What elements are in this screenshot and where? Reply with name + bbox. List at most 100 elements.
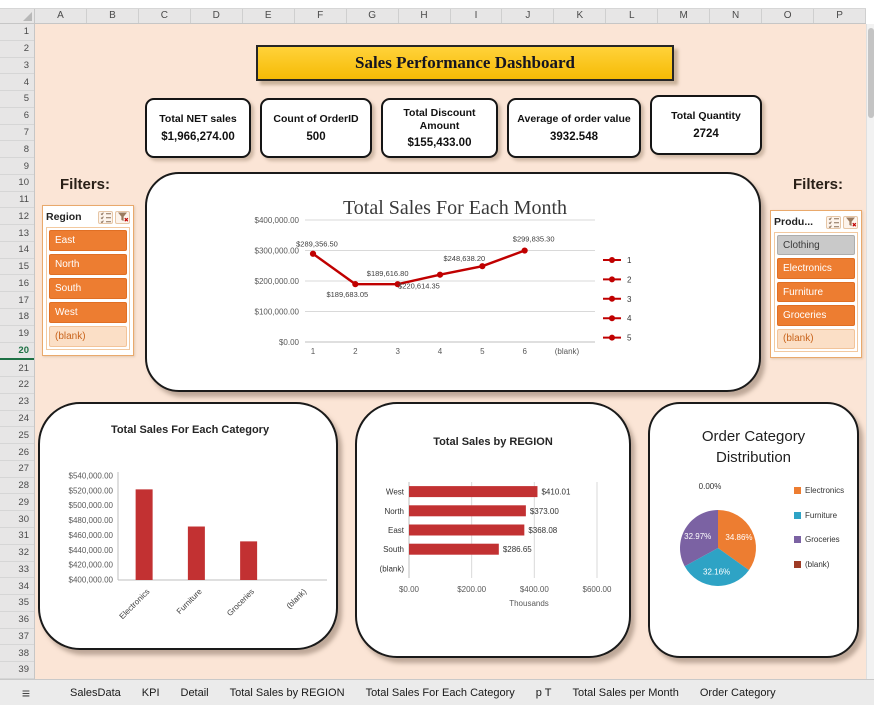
column-header-J[interactable]: J: [502, 9, 555, 23]
row-header-11[interactable]: 11: [0, 192, 34, 209]
column-header-P[interactable]: P: [814, 9, 866, 23]
legend-swatch: [794, 560, 801, 568]
row-header-20[interactable]: 20: [0, 343, 34, 361]
sheet-tab-total-sales-for-each-category[interactable]: Total Sales For Each Category: [365, 686, 515, 699]
row-header-18[interactable]: 18: [0, 309, 34, 326]
region-bar-chart-card[interactable]: Total Sales by REGION $0.00 $200.00 $400.00…: [355, 402, 631, 658]
kpi-card-total-quantity: Total Quantity 2724: [650, 95, 762, 155]
svg-text:$299,835.30: $299,835.30: [513, 235, 555, 244]
row-header-2[interactable]: 2: [0, 41, 34, 58]
multi-select-icon: [828, 217, 839, 228]
clear-filter-button[interactable]: [115, 210, 130, 224]
column-header-F[interactable]: F: [295, 9, 347, 23]
scrollbar-thumb[interactable]: [868, 28, 874, 118]
svg-text:0.00%: 0.00%: [699, 482, 722, 491]
column-header-K[interactable]: K: [554, 9, 607, 23]
column-header-I[interactable]: I: [451, 9, 503, 23]
row-header-22[interactable]: 22: [0, 377, 34, 394]
row-header-30[interactable]: 30: [0, 511, 34, 528]
sheet-tab-kpi[interactable]: KPI: [141, 686, 160, 699]
row-header-29[interactable]: 29: [0, 494, 34, 512]
row-header-4[interactable]: 4: [0, 74, 34, 92]
row-header-25[interactable]: 25: [0, 427, 34, 445]
hamburger-menu-icon[interactable]: ≡: [21, 684, 31, 701]
row-header-13[interactable]: 13: [0, 225, 34, 242]
pie-chart-card[interactable]: Order Category Distribution 34.86% 32.16%…: [648, 402, 859, 658]
row-header-19[interactable]: 19: [0, 326, 34, 343]
row-header-3[interactable]: 3: [0, 58, 34, 75]
sheet-tab-p-t[interactable]: p T: [535, 686, 552, 699]
svg-text:32.97%: 32.97%: [684, 532, 711, 541]
row-header-7[interactable]: 7: [0, 125, 34, 142]
slicer-item-blank[interactable]: (blank): [49, 326, 127, 347]
row-header-36[interactable]: 36: [0, 612, 34, 629]
column-header-O[interactable]: O: [762, 9, 815, 23]
pie-legend-item-groceries[interactable]: Groceries: [794, 535, 852, 545]
row-header-16[interactable]: 16: [0, 275, 34, 293]
clear-filter-button[interactable]: [843, 215, 858, 229]
column-header-C[interactable]: C: [139, 9, 191, 23]
column-header-G[interactable]: G: [347, 9, 399, 23]
column-header-L[interactable]: L: [606, 9, 659, 23]
row-header-15[interactable]: 15: [0, 259, 34, 276]
row-header-31[interactable]: 31: [0, 528, 34, 545]
column-header-N[interactable]: N: [710, 9, 763, 23]
line-chart-card[interactable]: Total Sales For Each Month $400,000.00 $30…: [145, 172, 761, 392]
row-header-32[interactable]: 32: [0, 545, 34, 562]
column-header-H[interactable]: H: [399, 9, 451, 23]
slicer-item-furniture[interactable]: Furniture: [777, 281, 855, 303]
multi-select-button[interactable]: [826, 215, 841, 229]
column-header-M[interactable]: M: [658, 9, 711, 23]
legend-swatch: [794, 511, 801, 519]
row-header-33[interactable]: 33: [0, 562, 34, 579]
row-header-12[interactable]: 12: [0, 208, 34, 226]
category-bar-chart-card[interactable]: Total Sales For Each Category $540,000.00…: [38, 402, 338, 650]
row-header-1[interactable]: 1: [0, 24, 34, 41]
sheet-tab-order-category[interactable]: Order Category: [699, 686, 776, 699]
slicer-item-groceries[interactable]: Groceries: [777, 305, 855, 326]
row-header-17[interactable]: 17: [0, 292, 34, 310]
pie-legend-item-blank[interactable]: (blank): [794, 560, 852, 570]
row-header-24[interactable]: 24: [0, 411, 34, 428]
row-header-21[interactable]: 21: [0, 360, 34, 378]
sheet-tab-detail[interactable]: Detail: [180, 686, 209, 699]
row-header-34[interactable]: 34: [0, 578, 34, 596]
row-header-35[interactable]: 35: [0, 595, 34, 612]
row-header-14[interactable]: 14: [0, 242, 34, 259]
row-header-10[interactable]: 10: [0, 175, 34, 192]
column-header-E[interactable]: E: [243, 9, 295, 23]
column-header-A[interactable]: A: [35, 9, 87, 23]
slicer-item-north[interactable]: North: [49, 254, 127, 275]
slicer-item-electronics[interactable]: Electronics: [777, 258, 855, 279]
row-header-38[interactable]: 38: [0, 645, 34, 663]
column-header-B[interactable]: B: [87, 9, 139, 23]
row-header-39[interactable]: 39: [0, 662, 34, 679]
row-header-9[interactable]: 9: [0, 158, 34, 175]
slicer-item-south[interactable]: South: [49, 278, 127, 299]
sheet-tab-total-sales-per-month[interactable]: Total Sales per Month: [572, 686, 679, 699]
row-header-26[interactable]: 26: [0, 444, 34, 461]
sheet-tab-total-sales-by-region[interactable]: Total Sales by REGION: [229, 686, 345, 699]
pie-legend-item-furniture[interactable]: Furniture: [794, 511, 852, 521]
svg-text:Electronics: Electronics: [118, 587, 152, 621]
sheet-tab-salesdata[interactable]: SalesData: [70, 686, 121, 699]
slicer-item-blank[interactable]: (blank): [777, 328, 855, 350]
pie-legend-item-electronics[interactable]: Electronics: [794, 486, 852, 496]
slicer-item-west[interactable]: West: [49, 302, 127, 323]
slicer-item-clothing[interactable]: Clothing: [777, 235, 855, 256]
row-header-6[interactable]: 6: [0, 108, 34, 125]
svg-text:$248,638.20: $248,638.20: [443, 254, 485, 263]
column-header-D[interactable]: D: [191, 9, 243, 23]
select-all-corner[interactable]: [0, 9, 35, 23]
vertical-scrollbar[interactable]: [866, 24, 874, 679]
row-header-23[interactable]: 23: [0, 394, 34, 411]
row-header-5[interactable]: 5: [0, 91, 34, 108]
row-header-27[interactable]: 27: [0, 461, 34, 478]
multi-select-button[interactable]: [98, 210, 113, 224]
kpi-value: $155,433.00: [407, 137, 472, 150]
row-header-28[interactable]: 28: [0, 478, 34, 495]
svg-text:Total Sales For Each Category: Total Sales For Each Category: [111, 424, 270, 436]
slicer-item-east[interactable]: East: [49, 230, 127, 251]
row-header-37[interactable]: 37: [0, 629, 34, 646]
row-header-8[interactable]: 8: [0, 141, 34, 159]
